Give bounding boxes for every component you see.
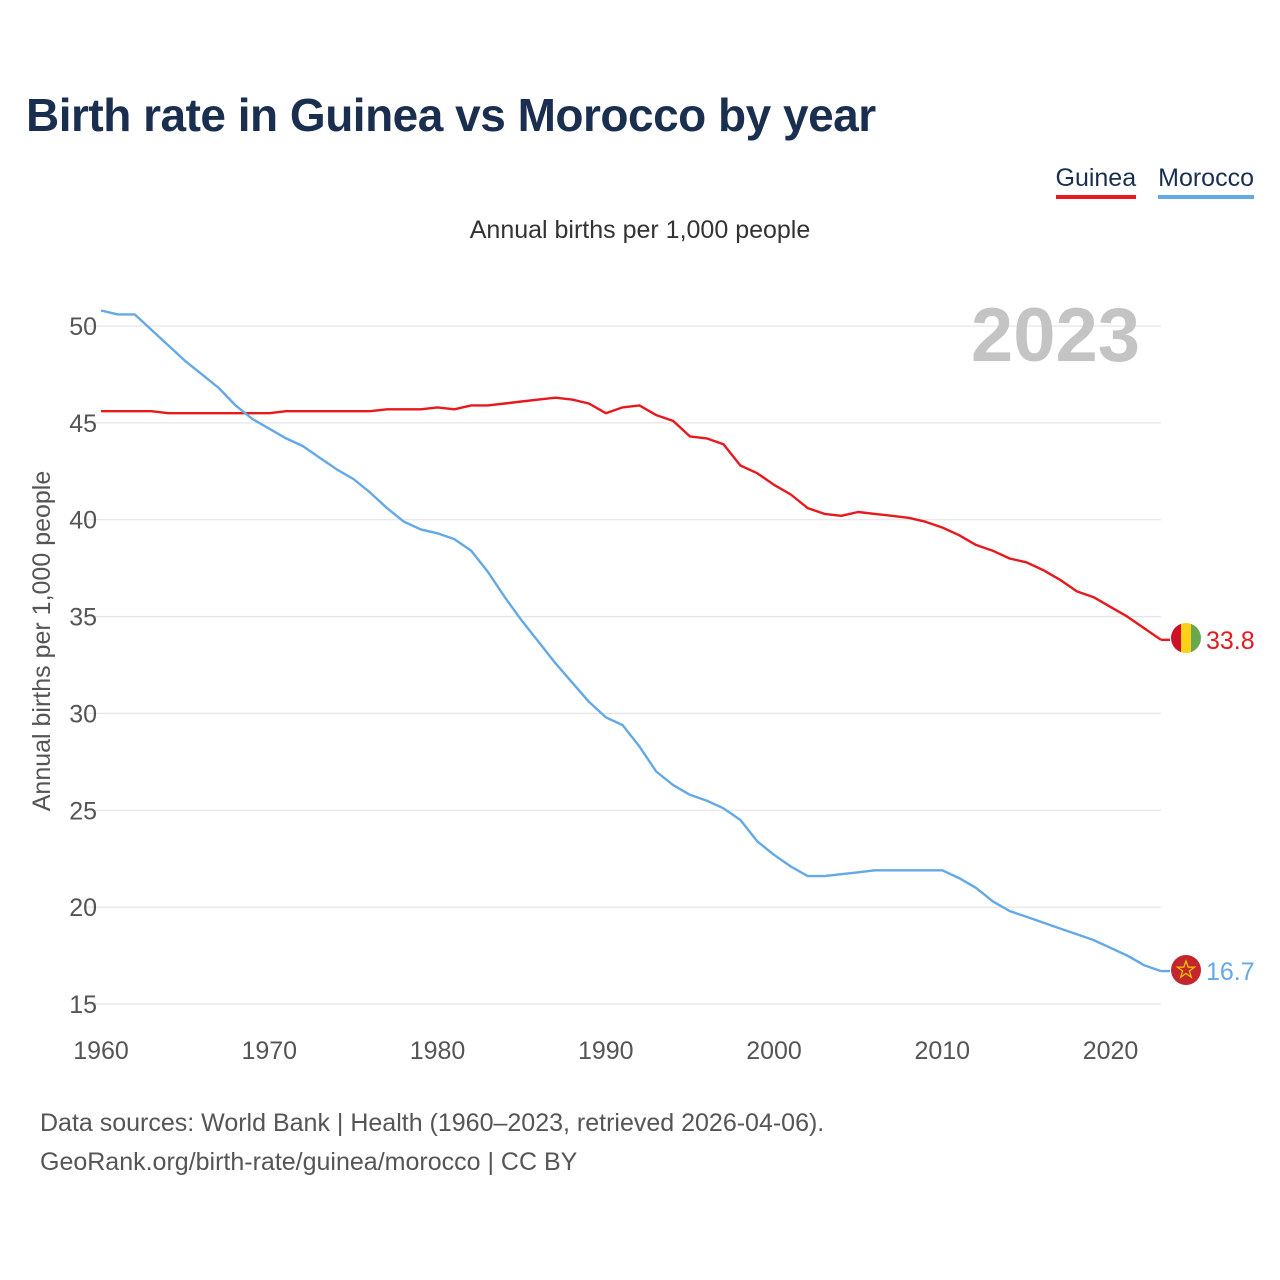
footer: Data sources: World Bank | Health (1960–… [40, 1104, 824, 1182]
x-tick-label: 1970 [241, 1037, 297, 1065]
guinea-flag-icon [1171, 623, 1201, 653]
y-tick-label: 40 [69, 507, 97, 535]
series-line-morocco [100, 309, 1162, 973]
y-tick-label: 30 [69, 700, 97, 728]
y-tick-label: 50 [69, 313, 97, 341]
footer-sources: Data sources: World Bank | Health (1960–… [40, 1109, 825, 1137]
chart-subtitle: Annual births per 1,000 people [469, 216, 811, 244]
x-tick-label: 2000 [746, 1037, 802, 1065]
y-axis-label: Annual births per 1,000 people [28, 471, 56, 812]
legend-item-morocco[interactable]: Morocco [1158, 164, 1254, 199]
x-tick-label: 2020 [1083, 1037, 1139, 1065]
legend: Guinea Morocco [1055, 164, 1254, 199]
series-line-guinea [101, 396, 1162, 641]
year-watermark: 2023 [971, 293, 1140, 378]
y-axis: 15 20 25 30 35 40 45 50 [69, 313, 97, 1019]
legend-item-guinea[interactable]: Guinea [1055, 164, 1137, 199]
y-tick-label: 20 [69, 894, 97, 922]
y-tick-label: 25 [69, 797, 97, 825]
x-axis: 1960 1970 1980 1990 2000 2010 2020 [73, 1037, 1138, 1065]
x-tick-label: 1960 [73, 1037, 129, 1065]
end-value-label-morocco: 16.7 [1206, 958, 1255, 986]
x-tick-label: 1980 [410, 1037, 466, 1065]
x-tick-label: 1990 [578, 1037, 634, 1065]
y-tick-label: 15 [69, 991, 97, 1019]
end-value-label-guinea: 33.8 [1206, 627, 1255, 655]
gridlines [86, 325, 1161, 1005]
chart-title: Birth rate in Guinea vs Morocco by year [26, 89, 876, 141]
y-tick-label: 35 [69, 604, 97, 632]
footer-link[interactable]: GeoRank.org/birth-rate/guinea/morocco | … [40, 1148, 578, 1176]
morocco-flag-icon [1171, 955, 1201, 985]
x-tick-label: 2010 [914, 1037, 970, 1065]
y-tick-label: 45 [69, 410, 97, 438]
